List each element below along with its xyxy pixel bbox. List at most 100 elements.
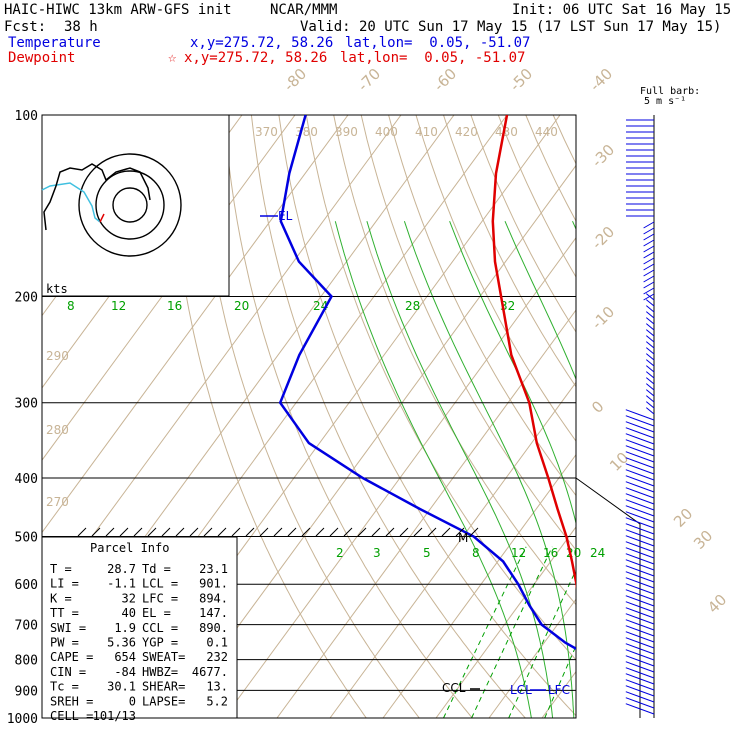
mixing-ratio-label: 16 bbox=[543, 546, 558, 560]
parcel-value: 0.1 bbox=[206, 636, 228, 650]
isotherm-label: -40 bbox=[586, 65, 616, 95]
pressure-label: 700 bbox=[15, 619, 38, 634]
dry-adiabat-line bbox=[278, 115, 576, 717]
parcel-value: 28.7 bbox=[107, 562, 136, 576]
theta-label: 270 bbox=[46, 495, 69, 509]
wind-barb bbox=[625, 607, 655, 619]
wind-barb bbox=[625, 637, 655, 649]
parcel-label: PW = bbox=[50, 636, 79, 650]
parcel-label: CELL = bbox=[50, 709, 93, 723]
dewpoint-profile bbox=[278, 115, 576, 651]
isotherm-label: 0 bbox=[588, 397, 607, 416]
mixing-ratio-label: 20 bbox=[234, 299, 249, 313]
wind-barb bbox=[645, 323, 655, 331]
parcel-value: 894. bbox=[199, 591, 228, 605]
wind-barb bbox=[645, 365, 655, 373]
isotherm-label: 30 bbox=[690, 527, 716, 553]
hodograph-ring bbox=[112, 187, 148, 223]
mixing-ratio-label: 28 bbox=[405, 299, 420, 313]
hodograph-trace bbox=[43, 163, 151, 231]
fcst-label: Fcst: bbox=[4, 19, 47, 35]
wind-barb bbox=[643, 245, 655, 253]
isotherm-line bbox=[541, 670, 576, 718]
wind-barb bbox=[625, 481, 655, 493]
hatch-mark bbox=[133, 527, 143, 537]
parcel-value: 654 bbox=[114, 650, 136, 664]
fcst-value: 38 h bbox=[64, 19, 98, 35]
wind-barb bbox=[625, 541, 655, 553]
wind-barb bbox=[643, 275, 655, 283]
hatch-mark bbox=[427, 527, 437, 537]
isotherm-label: -80 bbox=[280, 65, 310, 95]
wind-barb bbox=[625, 499, 655, 511]
init-time: Init: 06 UTC Sat 16 May 15 bbox=[512, 2, 732, 18]
wind-barb bbox=[645, 377, 655, 385]
wind-barb bbox=[625, 685, 655, 697]
parcel-value: 23.1 bbox=[199, 562, 228, 576]
wind-barb bbox=[625, 463, 655, 475]
mixing-ratio-line bbox=[636, 547, 705, 718]
temperature-profile bbox=[491, 115, 576, 590]
theta-label: 410 bbox=[415, 125, 438, 139]
temperature-latlon: lat,lon= 0.05, -51.07 bbox=[345, 35, 531, 51]
wind-barb bbox=[645, 395, 655, 403]
wind-barb bbox=[625, 625, 655, 637]
mixing-ratio-label: 5 bbox=[423, 546, 431, 560]
isotherm-label: -70 bbox=[354, 65, 384, 95]
isotherm-line bbox=[329, 381, 576, 718]
dewpoint-legend: Dewpoint bbox=[8, 50, 76, 66]
dry-adiabat-line bbox=[196, 115, 420, 718]
parcel-value: 32 bbox=[122, 591, 136, 605]
mixing-ratio-label: 24 bbox=[590, 546, 605, 560]
parcel-label: Tc = bbox=[50, 680, 79, 694]
isotherm-line bbox=[276, 309, 576, 718]
wind-barb bbox=[625, 475, 655, 487]
annotation-lfc: LFC bbox=[548, 683, 570, 697]
wind-barb bbox=[645, 389, 655, 397]
temperature-legend: Temperature bbox=[8, 35, 101, 51]
isotherm-label: -10 bbox=[588, 303, 618, 333]
wind-barb bbox=[625, 529, 655, 541]
isotherm-line bbox=[382, 453, 576, 718]
isotherm-label: -60 bbox=[430, 65, 460, 95]
wind-barb bbox=[625, 601, 655, 613]
org-label: NCAR/MMM bbox=[270, 2, 338, 18]
dry-adiabat-line bbox=[525, 115, 576, 223]
wind-barb bbox=[625, 655, 655, 667]
mixing-ratio-label: 3 bbox=[373, 546, 381, 560]
hodograph-ring bbox=[78, 153, 182, 257]
annotation-m: M bbox=[458, 531, 468, 545]
wind-barb bbox=[625, 661, 655, 673]
annotation-lcl: LCL bbox=[510, 683, 532, 697]
wind-barb bbox=[645, 407, 655, 415]
wind-barb bbox=[645, 335, 655, 343]
wind-barb bbox=[625, 427, 655, 439]
dry-adiabat-line bbox=[305, 115, 576, 661]
pressure-label: 300 bbox=[15, 397, 38, 412]
parcel-label: K = bbox=[50, 591, 72, 605]
dewpoint-latlon: lat,lon= 0.05, -51.07 bbox=[340, 50, 526, 66]
moist-adiabat-line bbox=[449, 221, 576, 526]
wind-barb bbox=[643, 257, 655, 265]
isotherm-line bbox=[488, 598, 576, 718]
parcel-value: 101/13 bbox=[93, 709, 136, 723]
isotherm-label: 20 bbox=[670, 505, 696, 531]
wind-barb bbox=[625, 583, 655, 595]
dry-adiabat-line bbox=[718, 115, 740, 718]
wind-barb bbox=[625, 517, 655, 529]
wind-barb bbox=[625, 595, 655, 607]
dry-adiabat-line bbox=[497, 115, 576, 278]
parcel-box bbox=[41, 536, 238, 719]
mixing-ratio-line bbox=[577, 547, 650, 718]
hatch-mark bbox=[357, 527, 367, 537]
wind-barb bbox=[625, 667, 655, 679]
parcel-value: 40 bbox=[122, 606, 136, 620]
wind-barb bbox=[625, 433, 655, 445]
dry-adiabat-line bbox=[470, 115, 576, 333]
wind-barb bbox=[645, 401, 655, 409]
wind-barb bbox=[643, 293, 655, 301]
hodograph: kts bbox=[41, 114, 230, 297]
hatch-mark bbox=[301, 527, 311, 537]
parcel-value: -84 bbox=[114, 665, 136, 679]
dry-adiabat-line bbox=[415, 115, 576, 442]
